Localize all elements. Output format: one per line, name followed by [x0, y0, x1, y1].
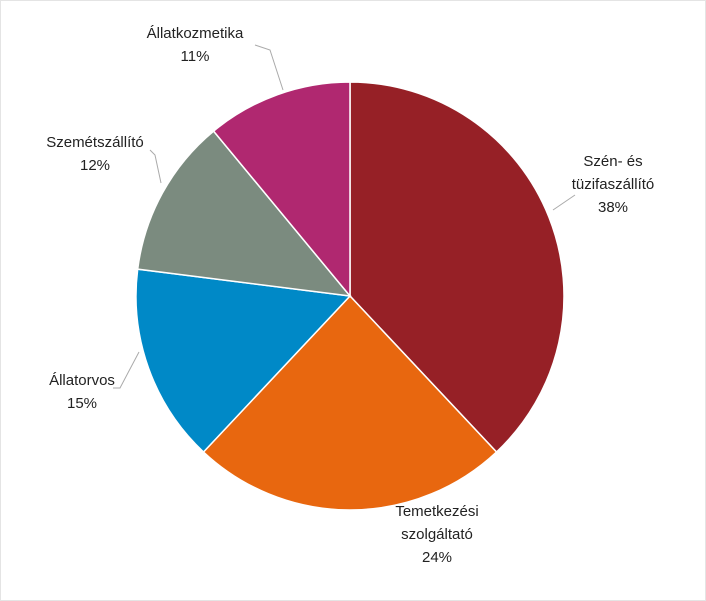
- slice-label: Szén- és tüzifaszállító: [572, 153, 655, 193]
- leader-line: [552, 194, 576, 211]
- pie-slice: [212, 81, 351, 299]
- pie-slice: [349, 81, 565, 454]
- slice-value-label: 11%: [181, 48, 210, 65]
- slice-label: Temetkezési szolgáltató: [395, 503, 478, 543]
- leader-line: [113, 351, 140, 389]
- slice-label: Állatorvos: [49, 372, 115, 389]
- pie-slice: [136, 130, 352, 297]
- slice-label: Szemétszállító: [46, 134, 144, 151]
- slice-value-label: 38%: [598, 199, 628, 216]
- slice-value-label: 15%: [67, 395, 97, 412]
- pie-slice: [135, 268, 352, 454]
- pie-slice: [202, 294, 498, 511]
- slice-label: Állatkozmetika: [147, 25, 244, 42]
- leader-line: [254, 44, 284, 91]
- slice-value-label: 12%: [80, 157, 110, 174]
- leader-line: [149, 149, 162, 184]
- slice-value-label: 24%: [422, 549, 452, 566]
